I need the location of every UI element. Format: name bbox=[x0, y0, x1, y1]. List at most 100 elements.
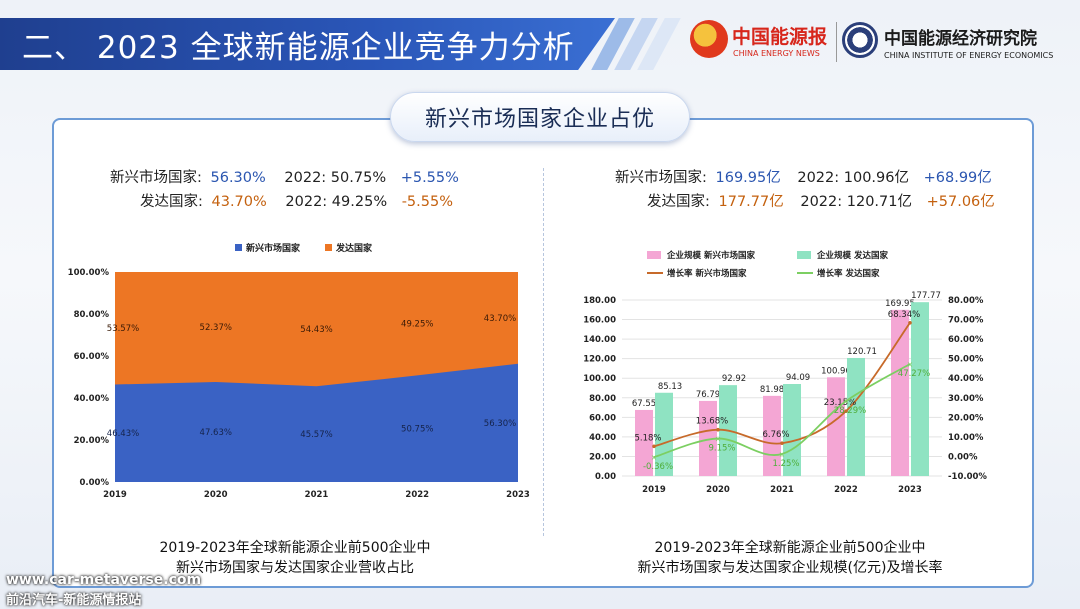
growth-label-emerging: 68.34% bbox=[888, 310, 920, 320]
y-tick-label: 60.00% bbox=[74, 352, 110, 362]
y-left-tick-label: 80.00 bbox=[589, 394, 616, 404]
legend-swatch bbox=[325, 244, 332, 251]
stat-label: 发达国家: bbox=[140, 194, 203, 210]
bar-emerging bbox=[827, 377, 845, 476]
stat-value: 43.70% bbox=[211, 194, 267, 210]
logo-right-en: CHINA INSTITUTE OF ENERGY ECONOMICS bbox=[884, 51, 1054, 60]
stat-delta: -5.55% bbox=[401, 194, 453, 210]
y-right-tick-label: 20.00% bbox=[948, 413, 984, 423]
right-stat-row-2: 发达国家: 177.77亿 2022: 120.71亿 +57.06亿 bbox=[647, 190, 999, 211]
logo-left-name: 中国能源报 bbox=[732, 26, 828, 48]
x-tick-label: 2023 bbox=[506, 490, 530, 500]
bar-label-developed: 85.13 bbox=[658, 382, 682, 392]
x-tick-label: 2023 bbox=[898, 485, 922, 495]
y-left-tick-label: 40.00 bbox=[589, 433, 616, 443]
bar-label-emerging: 81.98 bbox=[760, 385, 784, 395]
x-tick-label: 2022 bbox=[405, 490, 429, 500]
y-right-tick-label: 0.00% bbox=[948, 452, 978, 462]
china-energy-news-emblem-icon bbox=[690, 20, 728, 58]
bar-label-emerging: 76.79 bbox=[696, 390, 720, 400]
china-energy-news-logo: 中国能源报 CHINA ENERGY NEWS bbox=[690, 18, 830, 64]
growth-label-developed: -0.36% bbox=[643, 462, 673, 472]
bar-developed bbox=[847, 357, 865, 476]
y-right-tick-label: 40.00% bbox=[948, 374, 984, 384]
bar-emerging bbox=[635, 409, 653, 476]
legend-swatch bbox=[797, 251, 811, 259]
section-subtitle: 新兴市场国家企业占优 bbox=[390, 92, 690, 142]
bar-label-emerging: 100.96 bbox=[821, 366, 851, 376]
y-right-tick-label: 50.00% bbox=[948, 355, 984, 365]
data-label-emerging: 56.30% bbox=[484, 419, 516, 429]
data-label-developed: 54.43% bbox=[300, 325, 332, 335]
growth-label-developed: 9.15% bbox=[708, 444, 735, 454]
left-stat-row-2: 发达国家: 43.70% 2022: 49.25% -5.55% bbox=[140, 190, 457, 211]
page-title: 二、 2023 全球新能源企业竞争力分析 bbox=[22, 30, 575, 66]
stat-label: 新兴市场国家: bbox=[110, 170, 202, 186]
ciee-logo: 中国能源经济研究院 CHINA INSTITUTE OF ENERGY ECON… bbox=[842, 18, 1072, 64]
data-label-developed: 53.57% bbox=[107, 324, 139, 334]
caption-line: 2019-2023年全球新能源企业前500企业中 bbox=[654, 540, 926, 556]
bar-label-emerging: 169.95 bbox=[885, 299, 915, 309]
growth-label-developed: 1.25% bbox=[772, 459, 799, 469]
legend-label: 增长率 新兴市场国家 bbox=[667, 268, 747, 279]
y-left-tick-label: 180.00 bbox=[583, 296, 616, 306]
x-tick-label: 2019 bbox=[642, 485, 666, 495]
bar-label-developed: 92.92 bbox=[722, 374, 746, 384]
stat-prev: 2022: 50.75% bbox=[284, 170, 387, 186]
growth-marker-developed: × bbox=[843, 397, 850, 406]
bar-label-developed: 94.09 bbox=[786, 373, 810, 383]
right-stat-row-1: 新兴市场国家: 169.95亿 2022: 100.96亿 +68.99亿 bbox=[615, 166, 996, 187]
share-area-chart: 新兴市场国家 发达国家 0.00% 20.00% 40.00% 60.00% 80.00% 1… bbox=[68, 242, 530, 500]
caption-line: 新兴市场国家与发达国家企业营收占比 bbox=[176, 560, 414, 576]
logo-right-name: 中国能源经济研究院 bbox=[884, 29, 1037, 49]
bar-label-developed: 120.71 bbox=[847, 347, 877, 357]
stat-value: 56.30% bbox=[210, 170, 266, 186]
stat-value: 169.95亿 bbox=[715, 170, 781, 186]
stat-delta: +5.55% bbox=[400, 170, 459, 186]
y-tick-label: 20.00% bbox=[74, 436, 110, 446]
y-left-tick-label: 160.00 bbox=[583, 316, 616, 326]
left-stat-row-1: 新兴市场国家: 56.30% 2022: 50.75% +5.55% bbox=[110, 166, 463, 187]
growth-marker-developed: × bbox=[651, 453, 658, 462]
growth-label-emerging: 23.15% bbox=[824, 398, 856, 408]
growth-marker-emerging bbox=[908, 321, 912, 325]
growth-marker-emerging bbox=[652, 444, 656, 449]
legend-swatch bbox=[235, 244, 242, 251]
bar-emerging bbox=[891, 309, 909, 476]
y-left-tick-label: 20.00 bbox=[589, 452, 616, 462]
x-tick-label: 2022 bbox=[834, 485, 858, 495]
x-tick-label: 2021 bbox=[305, 490, 329, 500]
data-label-developed: 43.70% bbox=[484, 314, 516, 324]
logo-left-en: CHINA ENERGY NEWS bbox=[733, 49, 820, 58]
growth-label-developed: 28.29% bbox=[834, 406, 866, 416]
panel-divider bbox=[543, 168, 544, 536]
bar-developed bbox=[783, 384, 801, 476]
watermark-url: www.car-metaverse.com bbox=[6, 572, 202, 588]
growth-line-developed bbox=[653, 363, 911, 459]
x-tick-label: 2020 bbox=[204, 490, 228, 500]
growth-marker-emerging bbox=[780, 441, 784, 446]
stat-prev: 2022: 100.96亿 bbox=[797, 170, 909, 186]
legend-label: 增长率 发达国家 bbox=[817, 268, 880, 279]
bar-emerging bbox=[699, 400, 717, 476]
legend-label: 企业规模 新兴市场国家 bbox=[666, 250, 755, 261]
y-left-tick-label: 60.00 bbox=[589, 413, 616, 423]
y-left-tick-label: 120.00 bbox=[583, 355, 616, 365]
growth-marker-developed: × bbox=[907, 360, 914, 369]
y-right-tick-label: 30.00% bbox=[948, 394, 984, 404]
area-emerging bbox=[115, 363, 518, 482]
legend-swatch bbox=[647, 251, 661, 259]
bar-developed bbox=[911, 302, 929, 476]
y-left-tick-label: 100.00 bbox=[583, 374, 616, 384]
growth-label-emerging: 13.68% bbox=[696, 417, 728, 427]
y-tick-label: 0.00% bbox=[80, 478, 110, 488]
data-label-emerging: 47.63% bbox=[200, 428, 232, 438]
watermark-site-name: 前沿汽车-新能源情报站 bbox=[6, 593, 142, 608]
caption-line: 新兴市场国家与发达国家企业规模(亿元)及增长率 bbox=[637, 560, 943, 576]
y-right-tick-label: 60.00% bbox=[948, 335, 984, 345]
growth-marker-developed: × bbox=[779, 450, 786, 459]
y-left-tick-label: 0.00 bbox=[595, 472, 616, 482]
y-right-tick-label: 70.00% bbox=[948, 316, 984, 326]
stat-delta: +68.99亿 bbox=[923, 170, 992, 186]
data-label-emerging: 50.75% bbox=[401, 425, 433, 435]
